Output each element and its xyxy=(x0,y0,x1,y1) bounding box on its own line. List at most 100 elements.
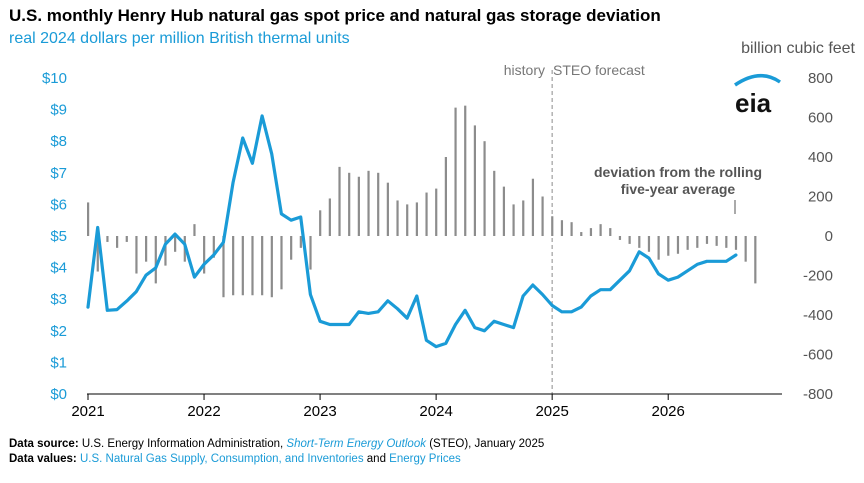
axis-layer: $0 $1 $2 $3 $4 $5 $6 $7 $8 $9 $10 -800 -600 -400 -200 0… xyxy=(42,70,833,420)
storage-deviation-bar xyxy=(338,166,341,236)
storage-deviation-bar xyxy=(251,236,254,296)
storage-deviation-bar xyxy=(377,172,380,236)
storage-deviation-bar xyxy=(348,172,351,236)
storage-deviation-bar xyxy=(715,236,718,246)
price-line-layer xyxy=(86,114,738,349)
storage-deviation-bar xyxy=(290,236,293,260)
storage-deviation-bar xyxy=(174,236,177,252)
x-axis-tick-label: 2021 xyxy=(71,403,104,420)
storage-deviation-bar xyxy=(87,202,90,236)
history-label: history xyxy=(504,62,545,78)
data-source-tail: (STEO), January 2025 xyxy=(429,438,545,450)
right-axis-unit-label: billion cubic feet xyxy=(741,40,855,57)
storage-deviation-bar xyxy=(106,236,109,242)
eia-logo: eia xyxy=(734,74,782,118)
storage-deviation-bar xyxy=(280,236,283,290)
storage-deviation-bar xyxy=(386,182,389,236)
storage-deviation-bars xyxy=(87,105,757,298)
storage-deviation-bar xyxy=(560,220,564,236)
left-axis-tick-label: $9 xyxy=(50,102,67,119)
storage-deviation-bar xyxy=(657,236,660,260)
storage-deviation-bar xyxy=(406,204,409,236)
x-axis-tick-label: 2025 xyxy=(535,403,568,420)
left-axis-unit-label: real 2024 dollars per million British th… xyxy=(9,30,350,47)
storage-deviation-bar xyxy=(425,192,428,236)
left-axis-tick-label: $3 xyxy=(50,291,67,308)
storage-deviation-bar xyxy=(522,200,525,236)
left-axis-tick-label: $6 xyxy=(50,196,67,213)
storage-deviation-bar xyxy=(628,236,631,244)
storage-deviation-bar xyxy=(725,236,728,248)
x-axis-tick-label: 2024 xyxy=(419,403,452,420)
storage-deviation-bar xyxy=(647,236,651,252)
left-axis-tick-label: $4 xyxy=(50,260,67,277)
storage-deviation-bar xyxy=(473,125,476,236)
storage-deviation-bar xyxy=(193,224,196,236)
left-axis-tick-label: $0 xyxy=(50,386,67,403)
eia-logo-swoosh xyxy=(734,74,782,87)
storage-deviation-bar xyxy=(502,186,506,236)
storage-deviation-bar xyxy=(415,202,418,236)
storage-deviation-bar xyxy=(686,236,689,250)
storage-deviation-bar xyxy=(580,232,583,236)
right-axis-tick-label: -800 xyxy=(803,386,833,403)
storage-deviation-bar xyxy=(676,236,680,254)
storage-deviation-bar xyxy=(164,236,167,266)
storage-deviation-bar xyxy=(570,222,573,236)
right-axis-tick-label: 0 xyxy=(825,228,833,245)
left-axis-tick-label: $10 xyxy=(42,70,67,87)
supply-consumption-link[interactable]: U.S. Natural Gas Supply, Consumption, an… xyxy=(79,453,364,465)
storage-deviation-bar xyxy=(589,228,593,236)
storage-deviation-bar xyxy=(145,236,148,262)
storage-deviation-bar xyxy=(357,176,360,236)
storage-deviation-bar xyxy=(154,236,157,284)
right-axis-tick-label: -600 xyxy=(803,347,833,364)
data-values-label: Data values: xyxy=(9,453,77,465)
storage-deviation-bar xyxy=(96,236,99,272)
data-source-label: Data source: xyxy=(9,438,79,450)
data-values-and: and xyxy=(366,453,386,465)
storage-deviation-bar xyxy=(541,196,544,236)
storage-deviation-bar xyxy=(135,236,138,274)
storage-deviation-bar xyxy=(222,236,225,298)
steo-link[interactable]: Short-Term Energy Outlook xyxy=(286,438,426,450)
x-axis-tick-label: 2026 xyxy=(652,403,685,420)
storage-deviation-bar xyxy=(125,236,128,242)
x-axis-tick-label: 2022 xyxy=(187,403,220,420)
eia-logo-text: eia xyxy=(735,88,772,118)
data-source-text: U.S. Energy Information Administration, xyxy=(81,438,284,450)
storage-deviation-bar xyxy=(754,236,757,284)
data-values-line: Data values: U.S. Natural Gas Supply, Co… xyxy=(9,453,461,465)
storage-deviation-bar xyxy=(734,236,738,250)
storage-deviation-bar xyxy=(618,236,622,240)
right-axis-tick-label: -200 xyxy=(803,268,833,285)
right-axis-tick-label: -400 xyxy=(803,307,833,324)
storage-deviation-bar xyxy=(116,236,119,248)
left-axis-tick-label: $5 xyxy=(50,228,67,245)
storage-deviation-bar xyxy=(396,200,399,236)
chart-title: U.S. monthly Henry Hub natural gas spot … xyxy=(9,6,661,25)
henry-hub-price-line xyxy=(86,114,738,349)
forecast-label: STEO forecast xyxy=(553,62,645,78)
data-source-line: Data source: U.S. Energy Information Adm… xyxy=(9,438,544,450)
storage-deviation-bar xyxy=(270,236,273,298)
right-axis-tick-label: 800 xyxy=(808,70,833,87)
storage-deviation-bar xyxy=(638,236,641,248)
storage-deviation-bar xyxy=(744,236,747,262)
storage-deviation-bar xyxy=(319,210,322,236)
storage-deviation-bar xyxy=(435,188,438,236)
storage-deviation-bar xyxy=(531,178,535,236)
storage-deviation-bar xyxy=(444,157,447,236)
energy-prices-link[interactable]: Energy Prices xyxy=(389,453,461,465)
storage-deviation-bar xyxy=(696,236,699,248)
right-axis-tick-label: 400 xyxy=(808,149,833,166)
x-axis-tick-label: 2023 xyxy=(303,403,336,420)
right-axis-tick-label: 200 xyxy=(808,189,833,206)
storage-deviation-bar xyxy=(705,236,709,244)
storage-deviation-bar xyxy=(551,216,554,236)
left-axis-tick-label: $8 xyxy=(50,133,67,150)
left-axis-tick-label: $1 xyxy=(50,354,67,371)
annotation-line-1: deviation from the rolling xyxy=(594,164,762,180)
annotation-line-2: five-year average xyxy=(621,181,736,197)
